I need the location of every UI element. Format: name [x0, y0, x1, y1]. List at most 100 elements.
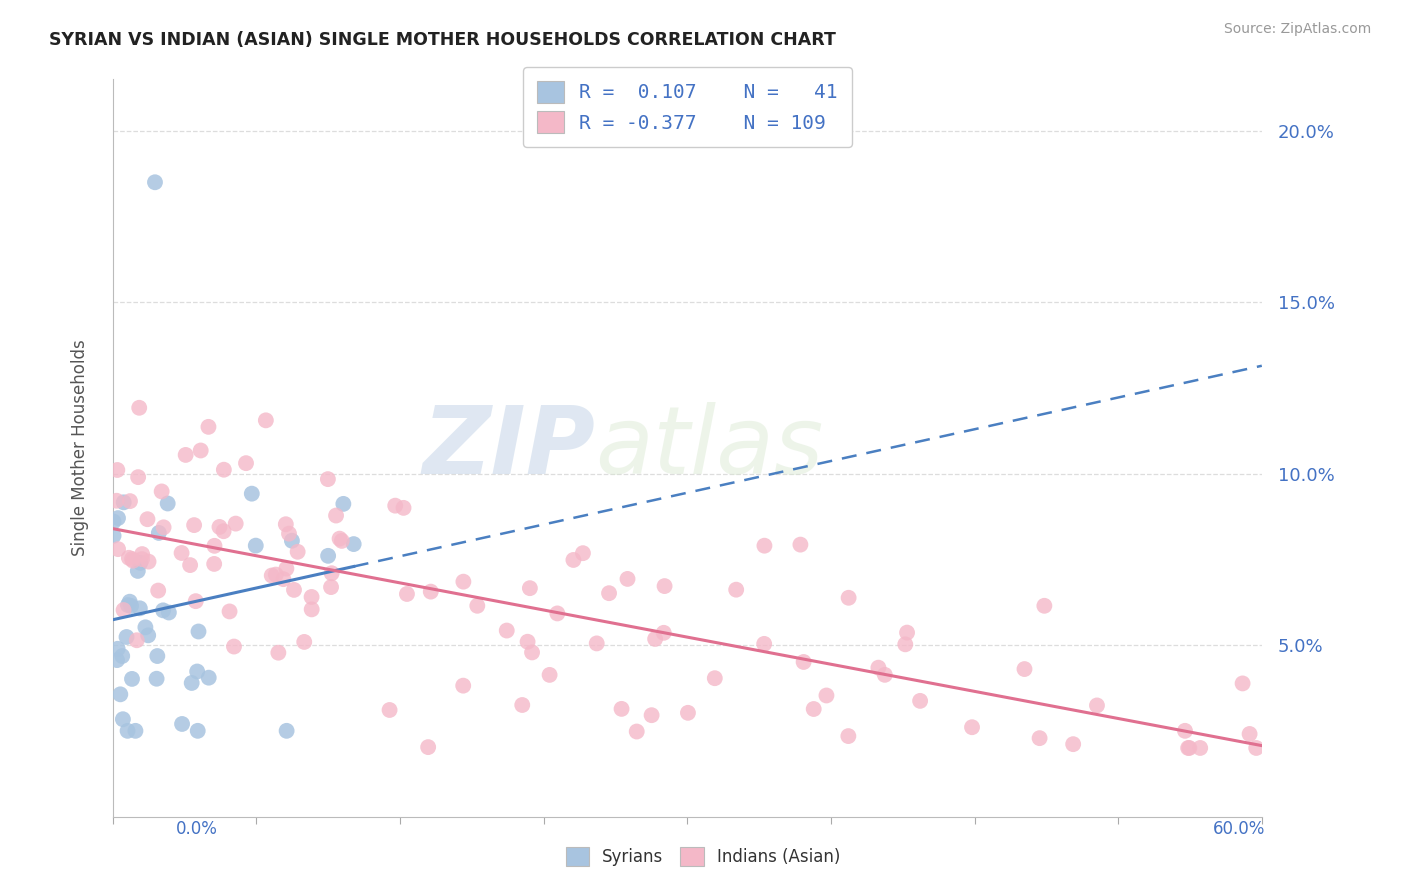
Point: [143, 175, 166, 189]
Point: [908, 694, 931, 708]
Point: [1085, 698, 1108, 713]
Point: [896, 625, 918, 640]
Point: [118, 494, 141, 508]
Point: [118, 595, 141, 609]
Point: [894, 637, 917, 651]
Point: [1033, 599, 1056, 613]
Point: [585, 636, 607, 650]
Point: [384, 499, 406, 513]
Point: [225, 516, 247, 531]
Point: [170, 546, 193, 560]
Point: [187, 723, 209, 738]
Point: [197, 671, 219, 685]
Point: [148, 525, 170, 540]
Point: [110, 687, 132, 701]
Point: [121, 552, 143, 566]
Point: [516, 634, 538, 648]
Point: [510, 698, 533, 712]
Point: [112, 495, 135, 509]
Point: [187, 624, 209, 639]
Point: [725, 582, 748, 597]
Point: [152, 520, 174, 534]
Point: [793, 655, 815, 669]
Point: [180, 676, 202, 690]
Point: [129, 556, 152, 570]
Point: [1178, 741, 1201, 756]
Point: [190, 443, 212, 458]
Point: [134, 620, 156, 634]
Point: [319, 580, 342, 594]
Legend: Syrians, Indians (Asian): Syrians, Indians (Asian): [557, 838, 849, 875]
Point: [754, 637, 776, 651]
Point: [103, 515, 125, 529]
Point: [562, 553, 585, 567]
Point: [292, 635, 315, 649]
Point: [278, 526, 301, 541]
Text: 60.0%: 60.0%: [1213, 820, 1265, 838]
Point: [117, 598, 139, 612]
Point: [212, 463, 235, 477]
Point: [105, 463, 128, 477]
Point: [1174, 723, 1197, 738]
Point: [572, 546, 595, 560]
Point: [222, 640, 245, 654]
Point: [330, 533, 353, 548]
Text: 0.0%: 0.0%: [176, 820, 218, 838]
Point: [1014, 662, 1036, 676]
Point: [1028, 731, 1050, 746]
Point: [127, 470, 149, 484]
Point: [118, 550, 141, 565]
Point: [640, 708, 662, 723]
Point: [652, 625, 675, 640]
Point: [520, 645, 543, 659]
Point: [208, 520, 231, 534]
Point: [183, 518, 205, 533]
Point: [136, 512, 159, 526]
Point: [170, 717, 193, 731]
Point: [960, 720, 983, 734]
Point: [868, 661, 890, 675]
Point: [111, 648, 134, 663]
Point: [343, 537, 366, 551]
Point: [419, 584, 441, 599]
Point: [273, 572, 295, 586]
Y-axis label: Single Mother Households: Single Mother Households: [72, 340, 89, 557]
Text: ZIP: ZIP: [423, 402, 595, 494]
Point: [145, 672, 167, 686]
Point: [138, 555, 160, 569]
Point: [174, 448, 197, 462]
Point: [451, 679, 474, 693]
Point: [418, 740, 440, 755]
Point: [179, 558, 201, 573]
Point: [519, 581, 541, 595]
Point: [146, 648, 169, 663]
Point: [122, 554, 145, 568]
Point: [150, 484, 173, 499]
Point: [325, 508, 347, 523]
Point: [644, 632, 666, 646]
Point: [610, 702, 633, 716]
Point: [107, 511, 129, 525]
Point: [495, 624, 517, 638]
Point: [117, 723, 139, 738]
Point: [676, 706, 699, 720]
Point: [803, 702, 825, 716]
Point: [1189, 741, 1212, 756]
Point: [395, 587, 418, 601]
Point: [157, 606, 180, 620]
Point: [120, 599, 142, 613]
Point: [111, 712, 134, 726]
Point: [186, 665, 208, 679]
Point: [626, 724, 648, 739]
Point: [202, 557, 225, 571]
Point: [329, 532, 352, 546]
Point: [115, 630, 138, 644]
Point: [316, 472, 339, 486]
Point: [107, 542, 129, 557]
Point: [873, 668, 896, 682]
Point: [838, 591, 860, 605]
Point: [218, 604, 240, 618]
Point: [1177, 741, 1199, 756]
Point: [703, 671, 725, 685]
Point: [837, 729, 859, 743]
